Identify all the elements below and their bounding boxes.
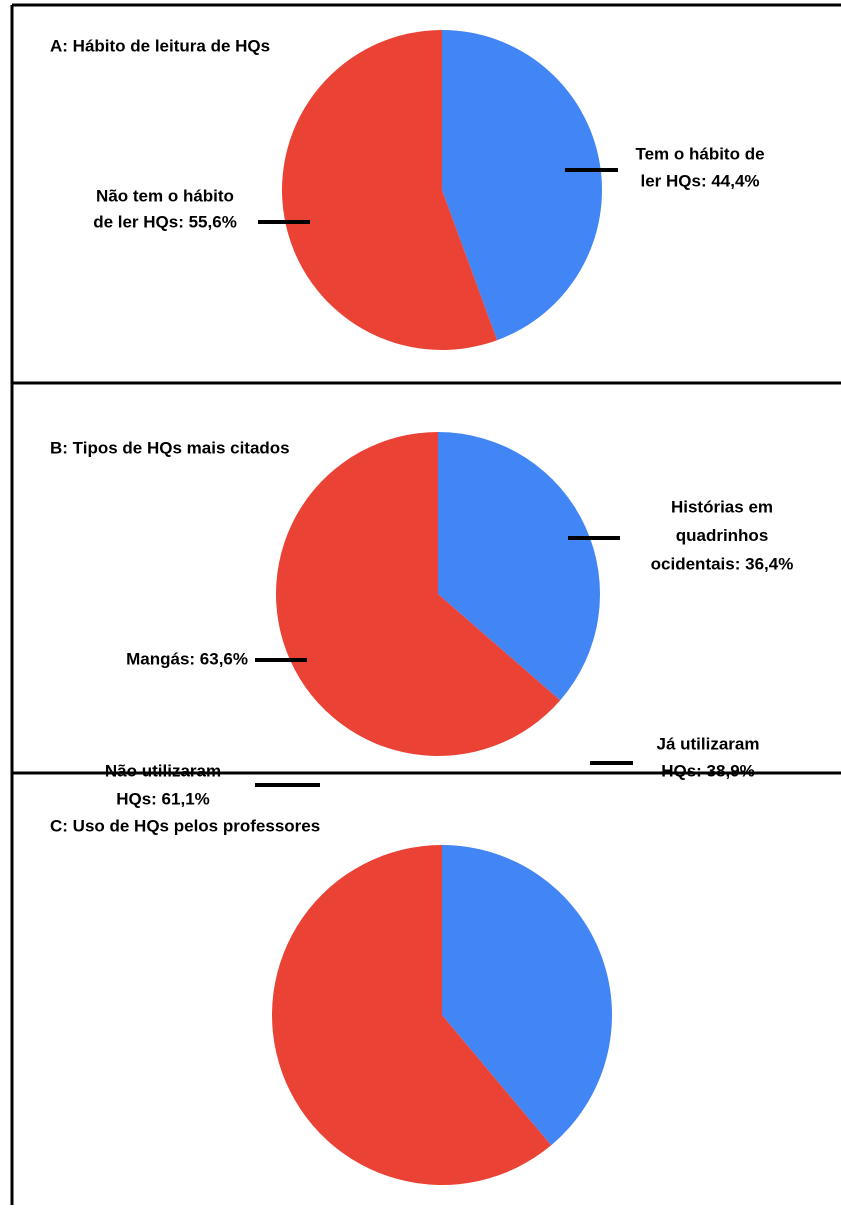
slice-label: Histórias em	[671, 497, 773, 516]
chart-title: B: Tipos de HQs mais citados	[50, 438, 290, 457]
pie-slice	[281, 30, 498, 350]
slice-label: ocidentais: 36,4%	[651, 554, 794, 573]
slice-label: ler HQs: 44,4%	[640, 171, 759, 190]
slice-label: Mangás: 63,6%	[126, 649, 248, 668]
pie-slice	[442, 30, 602, 341]
slice-label: de ler HQs: 55,6%	[93, 212, 237, 231]
chart-title: C: Uso de HQs pelos professores	[50, 816, 320, 835]
chart-title: A: Hábito de leitura de HQs	[50, 36, 270, 55]
slice-label: Já utilizaram	[657, 734, 760, 753]
pie-slice	[272, 845, 552, 1186]
slice-label: HQs: 38,9%	[661, 761, 755, 780]
slice-label: HQs: 61,1%	[116, 789, 210, 808]
pie-slice	[438, 432, 600, 701]
pie-slice	[275, 431, 561, 756]
slice-label: quadrinhos	[676, 526, 769, 545]
slice-label: Não utilizaram	[105, 761, 221, 780]
slice-label: Não tem o hábito	[96, 186, 234, 205]
pie-slice	[442, 845, 613, 1146]
slice-label: Tem o hábito de	[635, 144, 764, 163]
